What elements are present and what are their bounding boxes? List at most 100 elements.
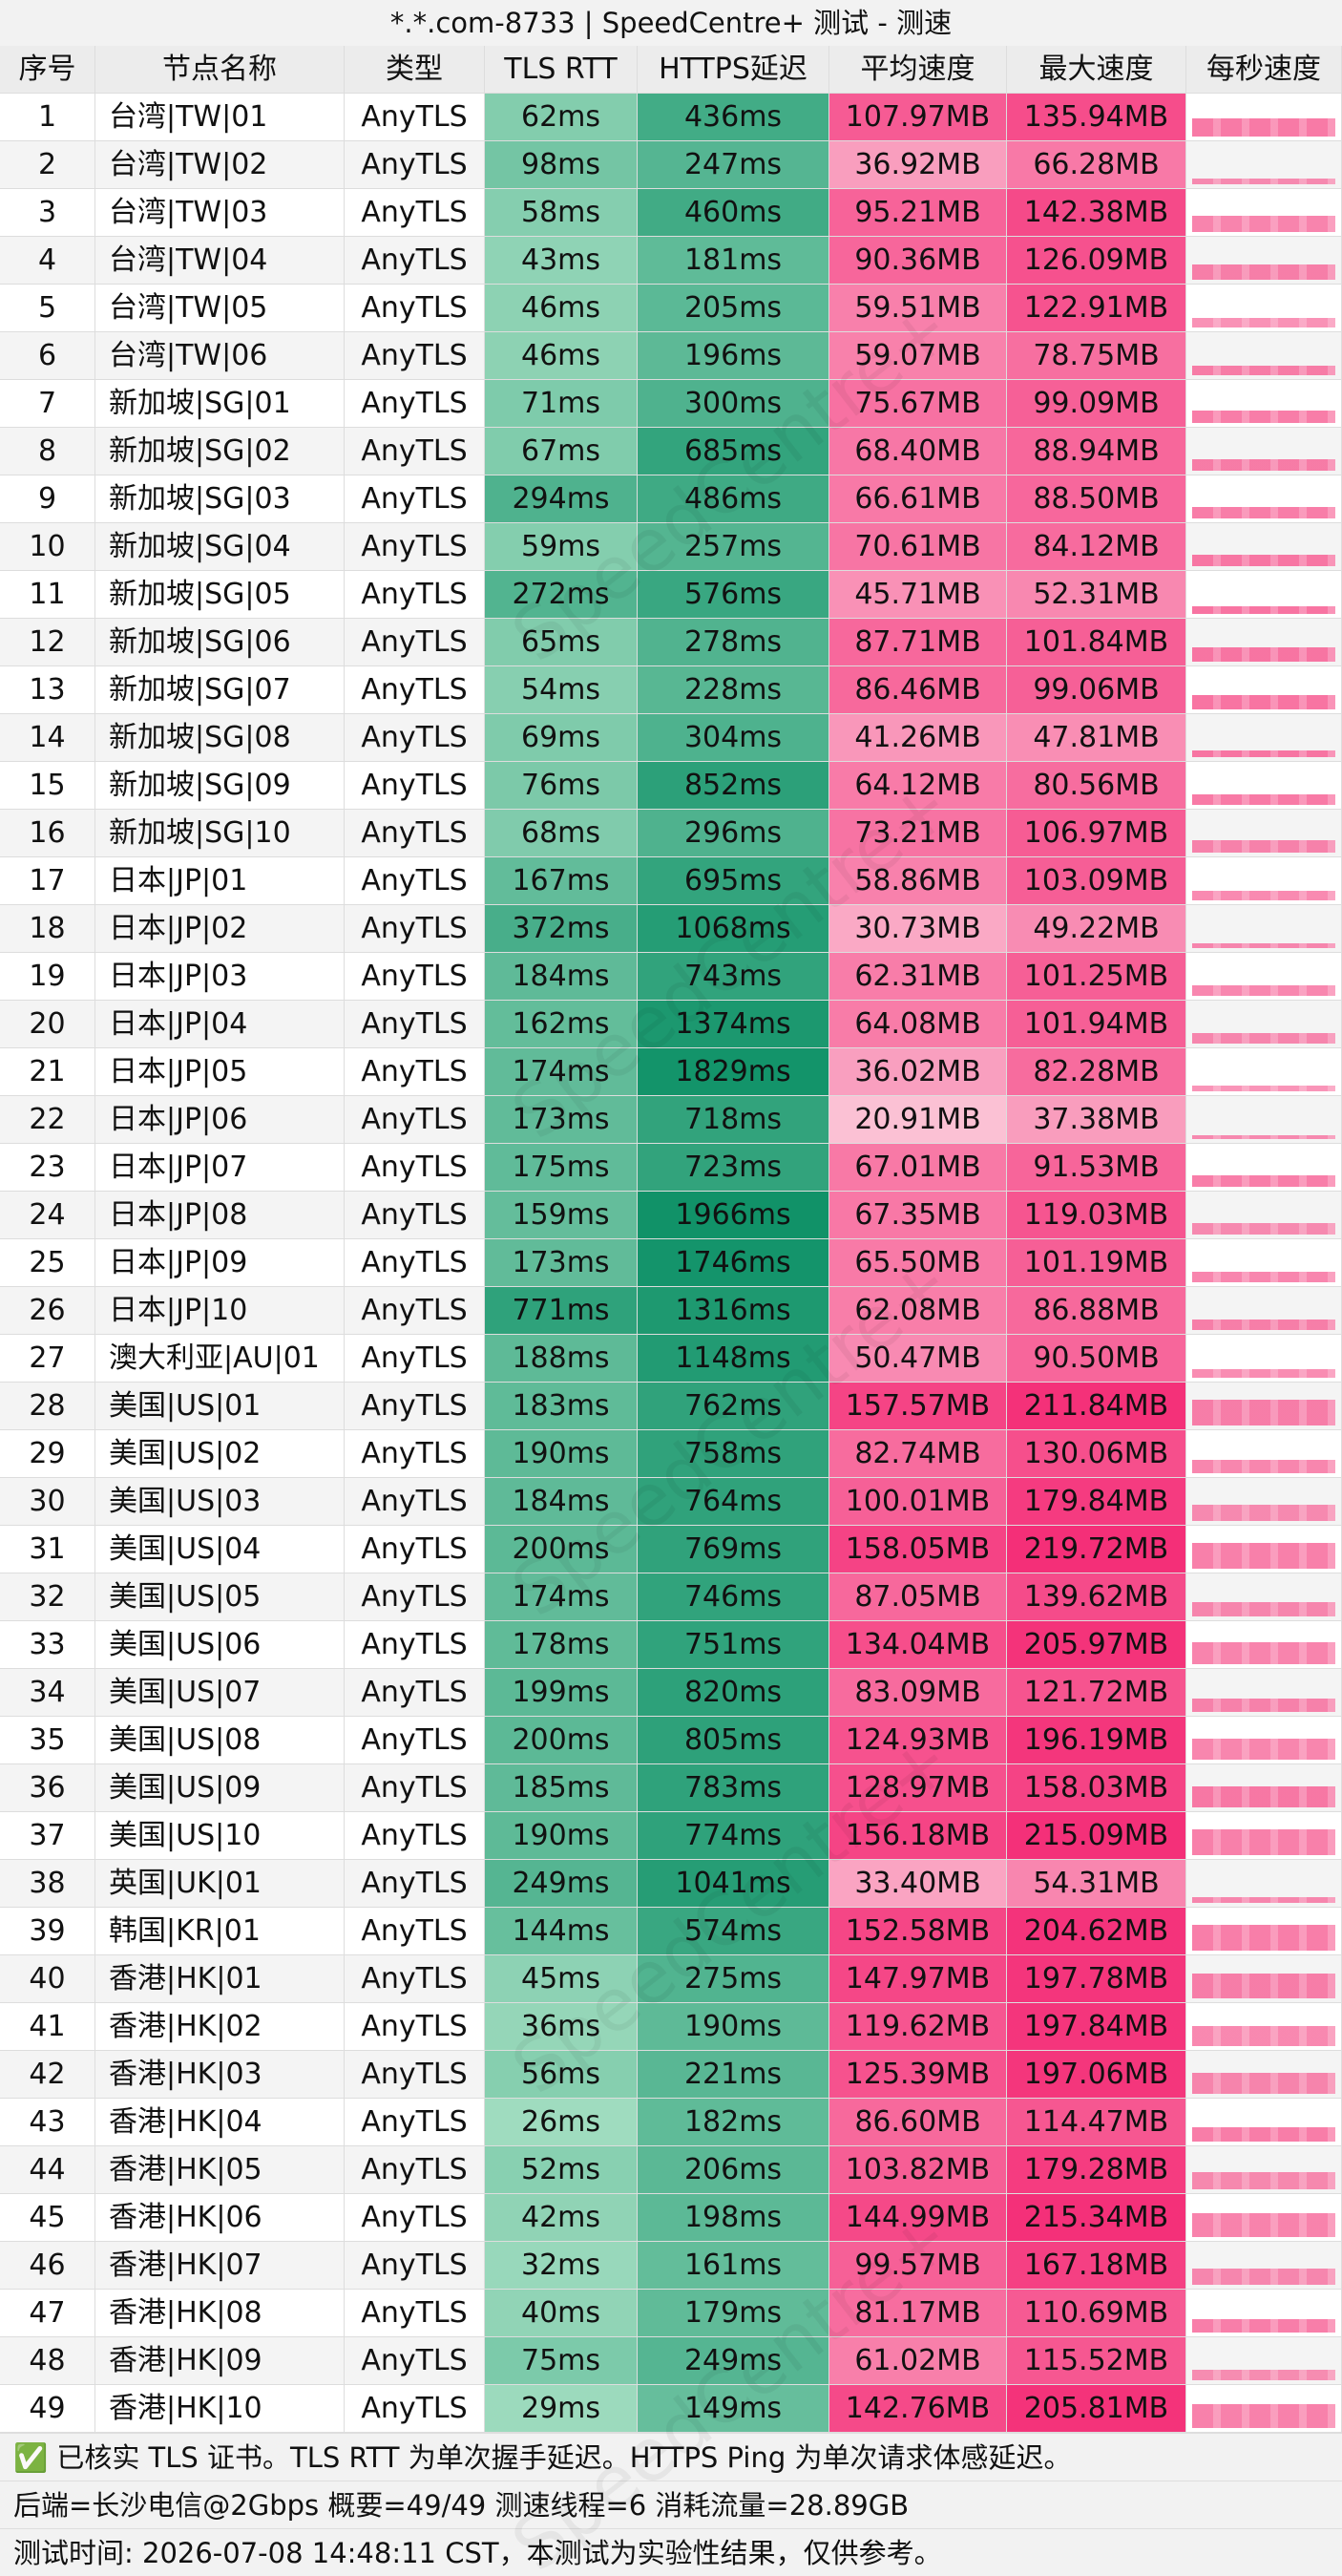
table-cell: 76ms (485, 762, 638, 810)
table-cell: 205ms (638, 285, 829, 332)
speed-sparkline-cell (1186, 285, 1342, 332)
table-cell: 90.36MB (829, 237, 1007, 285)
table-cell: AnyTLS (345, 1478, 485, 1526)
table-row: 24 日本|JP|08 AnyTLS 159ms 1966ms 67.35MB 119.03… (0, 1192, 1342, 1239)
table-cell: AnyTLS (345, 380, 485, 428)
table-cell: 167ms (485, 857, 638, 905)
table-cell: 台湾|TW|05 (95, 285, 345, 332)
table-cell: 1041ms (638, 1860, 829, 1908)
table-row: 27 澳大利亚|AU|01 AnyTLS 188ms 1148ms 50.47MB 90.5… (0, 1335, 1342, 1383)
table-cell: 95.21MB (829, 189, 1007, 237)
table-cell: 73.21MB (829, 810, 1007, 857)
table-cell: 台湾|TW|06 (95, 332, 345, 380)
table-cell: 美国|US|04 (95, 1526, 345, 1573)
table-cell: 152.58MB (829, 1908, 1007, 1955)
speed-sparkline-cell (1186, 428, 1342, 475)
table: 序号 节点名称 类型 TLS RTT HTTPS延迟 平均速度 最大速度 每秒速度 1 台湾|TW… (0, 46, 1342, 2433)
table-cell: 新加坡|SG|01 (95, 380, 345, 428)
table-cell: AnyTLS (345, 714, 485, 762)
table-cell: 215.09MB (1007, 1812, 1186, 1860)
table-cell: AnyTLS (345, 762, 485, 810)
table-cell: 54.31MB (1007, 1860, 1186, 1908)
speed-sparkline-cell (1186, 2099, 1342, 2146)
footer-line: 后端=长沙电信@2Gbps 概要=49/49 测速线程=6 消耗流量=28.89… (0, 2481, 1342, 2528)
table-cell: 香港|HK|09 (95, 2337, 345, 2385)
table-cell: 香港|HK|03 (95, 2051, 345, 2099)
table-cell: 185ms (485, 1764, 638, 1812)
table-cell: 125.39MB (829, 2051, 1007, 2099)
speed-sparkline-cell (1186, 1621, 1342, 1669)
table-cell: 香港|HK|01 (95, 1955, 345, 2003)
table-cell: 204.62MB (1007, 1908, 1186, 1955)
table-row: 16 新加坡|SG|10 AnyTLS 68ms 296ms 73.21MB 106.97M… (0, 810, 1342, 857)
table-cell: 美国|US|02 (95, 1430, 345, 1478)
table-cell: AnyTLS (345, 857, 485, 905)
table-cell: 1374ms (638, 1001, 829, 1048)
table-cell: 100.01MB (829, 1478, 1007, 1526)
table-cell: 128.97MB (829, 1764, 1007, 1812)
table-cell: 173ms (485, 1239, 638, 1287)
table-cell: 820ms (638, 1669, 829, 1717)
table-row: 22 日本|JP|06 AnyTLS 173ms 718ms 20.91MB 37.38MB (0, 1096, 1342, 1144)
table-cell: 7 (0, 380, 95, 428)
table-cell: 29 (0, 1430, 95, 1478)
header-cell: 最大速度 (1007, 46, 1186, 94)
footer: ✅ 已核实 TLS 证书。TLS RTT 为单次握手延迟。HTTPS Ping … (0, 2433, 1342, 2576)
sparkline (1192, 1925, 1335, 1951)
table-cell: AnyTLS (345, 237, 485, 285)
table-cell: AnyTLS (345, 2290, 485, 2337)
table-cell: 249ms (638, 2337, 829, 2385)
table-cell: 42 (0, 2051, 95, 2099)
table-cell: 147.97MB (829, 1955, 1007, 2003)
table-cell: AnyTLS (345, 571, 485, 619)
table-cell: 69ms (485, 714, 638, 762)
sparkline (1192, 695, 1335, 709)
speed-sparkline-cell (1186, 762, 1342, 810)
table-row: 23 日本|JP|07 AnyTLS 175ms 723ms 67.01MB 91.53MB (0, 1144, 1342, 1192)
table-cell: AnyTLS (345, 1908, 485, 1955)
table-cell: 25 (0, 1239, 95, 1287)
table-cell: AnyTLS (345, 1860, 485, 1908)
speed-sparkline-cell (1186, 1860, 1342, 1908)
sparkline (1192, 1739, 1335, 1760)
table-cell: 日本|JP|02 (95, 905, 345, 953)
table-row: 1 台湾|TW|01 AnyTLS 62ms 436ms 107.97MB 135.94MB (0, 94, 1342, 141)
table-cell: 436ms (638, 94, 829, 141)
table-cell: 121.72MB (1007, 1669, 1186, 1717)
table-cell: 197.06MB (1007, 2051, 1186, 2099)
table-cell: 20 (0, 1001, 95, 1048)
table-cell: AnyTLS (345, 523, 485, 571)
table-cell: 130.06MB (1007, 1430, 1186, 1478)
table-row: 40 香港|HK|01 AnyTLS 45ms 275ms 147.97MB 197.78M… (0, 1955, 1342, 2003)
table-cell: 80.56MB (1007, 762, 1186, 810)
table-cell: 46ms (485, 285, 638, 332)
table-cell: 日本|JP|07 (95, 1144, 345, 1192)
table-cell: 56ms (485, 2051, 638, 2099)
speed-sparkline-cell (1186, 237, 1342, 285)
sparkline (1192, 1320, 1335, 1330)
sparkline (1192, 1829, 1335, 1855)
table-cell: AnyTLS (345, 475, 485, 523)
speed-sparkline-cell (1186, 141, 1342, 189)
sparkline (1192, 1786, 1335, 1807)
table-row: 21 日本|JP|05 AnyTLS 174ms 1829ms 36.02MB 82.28M… (0, 1048, 1342, 1096)
table-row: 8 新加坡|SG|02 AnyTLS 67ms 685ms 68.40MB 88.94MB (0, 428, 1342, 475)
sparkline (1192, 2213, 1335, 2237)
table-cell: AnyTLS (345, 1669, 485, 1717)
sparkline (1192, 1699, 1335, 1712)
table-cell: 205.97MB (1007, 1621, 1186, 1669)
table-cell: 66.61MB (829, 475, 1007, 523)
table-cell: 50.47MB (829, 1335, 1007, 1383)
table-cell: 158.03MB (1007, 1764, 1186, 1812)
speed-sparkline-cell (1186, 1908, 1342, 1955)
table-cell: 34 (0, 1669, 95, 1717)
table-cell: 22 (0, 1096, 95, 1144)
table-cell: 197.84MB (1007, 2003, 1186, 2051)
table-cell: 台湾|TW|01 (95, 94, 345, 141)
table-cell: 美国|US|01 (95, 1383, 345, 1430)
table-cell: 68ms (485, 810, 638, 857)
table-cell: 1148ms (638, 1335, 829, 1383)
table-cell: 101.19MB (1007, 1239, 1186, 1287)
table-cell: 126.09MB (1007, 237, 1186, 285)
table-cell: 韩国|KR|01 (95, 1908, 345, 1955)
